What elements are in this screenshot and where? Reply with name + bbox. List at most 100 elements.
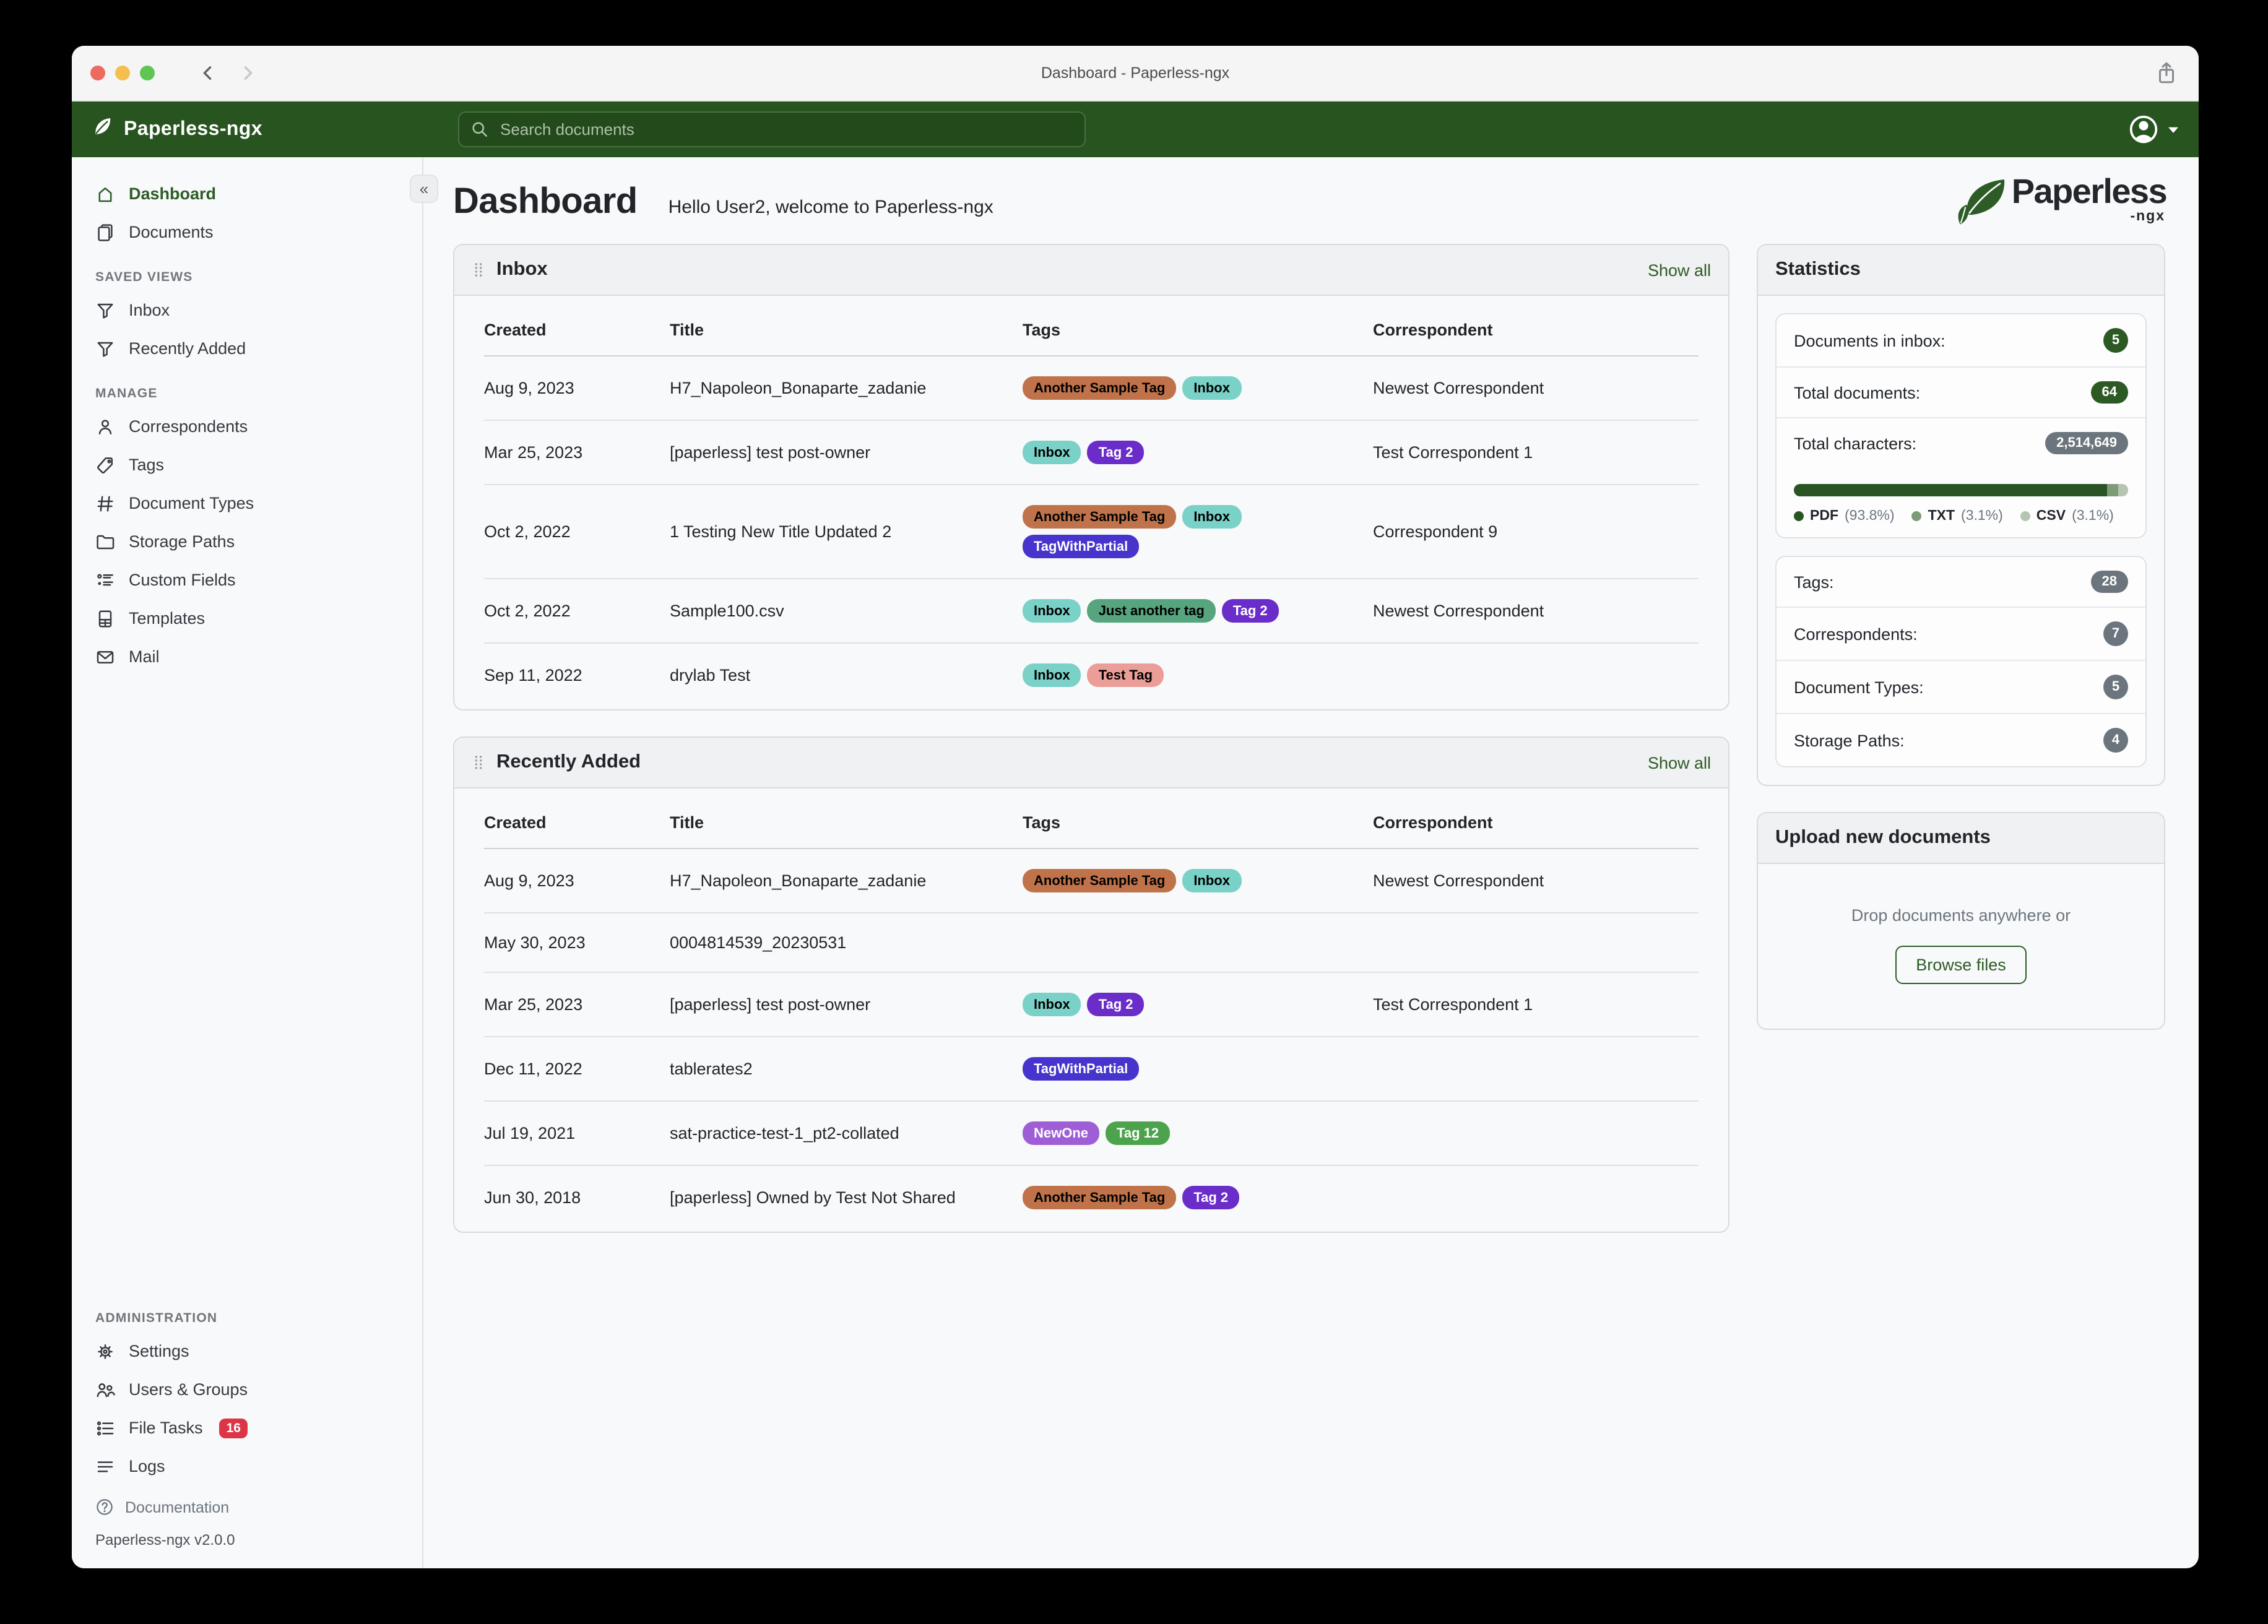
cell-title: Sample100.csv [670,602,784,620]
sidebar-item-inbox[interactable]: Inbox [72,291,422,329]
stat-value-badge: 64 [2090,381,2128,404]
titlebar: Dashboard - Paperless-ngx [72,46,2199,102]
tag-pill[interactable]: Just another tag [1087,599,1216,623]
sidebar-item-documents[interactable]: Documents [72,213,422,251]
tag-pill[interactable]: NewOne [1023,1121,1100,1145]
sidebar-section-label: ADMINISTRATION [95,1311,218,1326]
widget-header: Inbox Show all [454,245,1728,296]
table-row[interactable]: May 30, 2023 0004814539_20230531 [484,914,1699,973]
tag-pill[interactable]: Inbox [1023,993,1081,1016]
sidebar-item-dashboard[interactable]: Dashboard [72,175,422,213]
table-row[interactable]: Oct 2, 2022 Sample100.csv Inbox Just anothe… [484,579,1699,644]
sidebar-item-documentation[interactable]: Documentation [72,1485,422,1521]
tag-pill[interactable]: Inbox [1182,869,1241,892]
sidebar-item-storage-paths[interactable]: Storage Paths [72,522,422,561]
tag-pill[interactable]: Inbox [1023,599,1081,623]
table-row[interactable]: Jul 19, 2021 sat-practice-test-1_pt2-coll… [484,1102,1699,1166]
file-type-distribution-bar [1794,484,2128,496]
sidebar-item-label: Mail [129,647,160,666]
browse-files-button[interactable]: Browse files [1895,946,2027,984]
sidebar-item-label: Recently Added [129,339,246,358]
sidebar-item-templates[interactable]: Templates [72,599,422,637]
minimize-window-button[interactable] [115,66,130,80]
column-header: Tags [1023,813,1061,832]
sidebar-item-correspondents[interactable]: Correspondents [72,407,422,446]
maximize-window-button[interactable] [140,66,155,80]
sidebar-item-mail[interactable]: Mail [72,637,422,676]
tag-pill[interactable]: Another Sample Tag [1023,376,1177,400]
tag-pill[interactable]: Tag 12 [1106,1121,1171,1145]
sidebar-item-label: Dashboard [129,184,217,203]
sidebar-item-file-tasks[interactable]: File Tasks 16 [72,1409,422,1447]
table-row[interactable]: Aug 9, 2023 H7_Napoleon_Bonaparte_zadanie… [484,356,1699,421]
share-icon[interactable] [2154,61,2179,85]
window-controls [90,66,155,80]
tag-pill[interactable]: Tag 2 [1221,599,1279,623]
drag-handle-icon[interactable] [472,753,485,772]
sidebar-item-custom-fields[interactable]: Custom Fields [72,561,422,599]
leaf-logo-icon [1955,175,2009,233]
table-row[interactable]: Aug 9, 2023 H7_Napoleon_Bonaparte_zadanie… [484,849,1699,914]
table-row[interactable]: Oct 2, 2022 1 Testing New Title Updated 2… [484,485,1699,579]
cell-correspondent: Newest Correspondent [1373,871,1544,890]
table-row[interactable]: Jun 30, 2018 [paperless] Owned by Test No… [484,1166,1699,1229]
tag-pill[interactable]: TagWithPartial [1023,1057,1140,1081]
tag-pill[interactable]: Inbox [1182,505,1241,529]
search-input[interactable] [498,119,1084,140]
show-all-link[interactable]: Show all [1647,753,1711,772]
sidebar-item-label: Storage Paths [129,532,235,551]
cell-title: 1 Testing New Title Updated 2 [670,522,892,541]
tag-pill[interactable]: Test Tag [1087,663,1164,687]
table-row[interactable]: Mar 25, 2023 [paperless] test post-owner I… [484,421,1699,485]
upload-card: Upload new documents Drop documents anyw… [1757,812,2165,1030]
browser-forward-button[interactable] [236,62,259,84]
logo-word: Paperless [2011,172,2168,210]
statistics-title: Statistics [1775,259,1861,280]
upload-title: Upload new documents [1775,827,1991,848]
show-all-link[interactable]: Show all [1647,261,1711,279]
sidebar: Dashboard Documents SAVED VIEWS Inbox Recent… [72,157,423,1568]
sidebar-item-recently-added[interactable]: Recently Added [72,329,422,368]
cell-title: sat-practice-test-1_pt2-collated [670,1124,899,1142]
table-row[interactable]: Sep 11, 2022 drylab Test Inbox Test Tag [484,644,1699,707]
table-row[interactable]: Mar 25, 2023 [paperless] test post-owner I… [484,973,1699,1037]
tag-pill[interactable]: Inbox [1023,663,1081,687]
legend-dot-icon [2020,511,2030,521]
sidebar-item-users-groups[interactable]: Users & Groups [72,1370,422,1409]
question-circle-icon [95,1498,114,1516]
cell-title: H7_Napoleon_Bonaparte_zadanie [670,871,927,890]
tag-pill[interactable]: Another Sample Tag [1023,1186,1177,1209]
app-brand[interactable]: Paperless-ngx [92,115,262,144]
widget-title: Recently Added [496,751,641,772]
sidebar-item-settings[interactable]: Settings [72,1332,422,1370]
stat-row: Storage Paths: 4 [1777,714,2145,766]
sidebar-item-logs[interactable]: Logs [72,1447,422,1485]
cell-created: Dec 11, 2022 [484,1060,582,1078]
stat-label: Document Types: [1794,678,1924,696]
cell-created: Aug 9, 2023 [484,379,574,397]
cell-created: Aug 9, 2023 [484,871,574,890]
legend-pct: (3.1%) [2072,509,2114,524]
avatar-icon [2129,115,2158,144]
user-menu-button[interactable] [2128,114,2179,145]
drag-handle-icon[interactable] [472,260,485,280]
tag-pill[interactable]: Tag 2 [1182,1186,1240,1209]
browser-back-button[interactable] [197,62,219,84]
sidebar-item-label: Document Types [129,494,254,512]
sidebar-item-tags[interactable]: Tags [72,446,422,484]
close-window-button[interactable] [90,66,105,80]
cell-tags: Another Sample Tag Inbox [1023,869,1373,892]
tag-pill[interactable]: Inbox [1023,441,1081,464]
tag-pill[interactable]: Inbox [1182,376,1241,400]
tag-pill[interactable]: Tag 2 [1087,441,1145,464]
table-row[interactable]: Dec 11, 2022 tablerates2 TagWithPartial [484,1037,1699,1102]
documentation-label: Documentation [125,1498,230,1516]
sidebar-collapse-button[interactable]: « [410,175,438,203]
tag-pill[interactable]: Another Sample Tag [1023,505,1177,529]
tag-pill[interactable]: TagWithPartial [1023,535,1140,558]
sidebar-item-document-types[interactable]: Document Types [72,484,422,522]
sidebar-item-label: Correspondents [129,417,248,436]
tag-pill[interactable]: Tag 2 [1087,993,1145,1016]
top-navbar: Paperless-ngx [72,102,2199,157]
tag-pill[interactable]: Another Sample Tag [1023,869,1177,892]
